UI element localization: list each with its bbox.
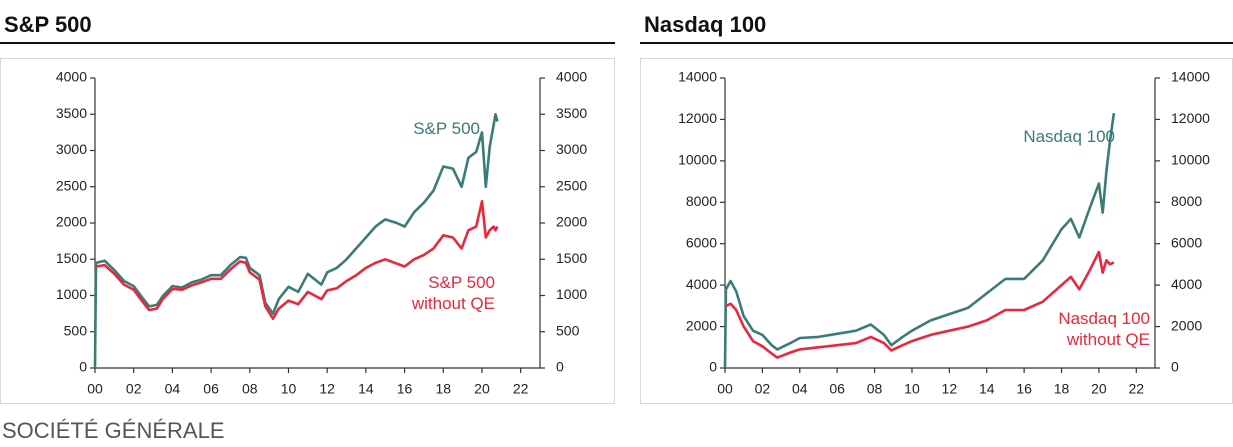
x-tick-label: 00 bbox=[717, 381, 733, 397]
series-line bbox=[93, 113, 499, 369]
y-tick-label: 2000 bbox=[56, 214, 87, 230]
y2-tick-label: 4000 bbox=[556, 69, 587, 85]
series-label: S&P 500 bbox=[413, 119, 480, 138]
x-tick-label: 12 bbox=[319, 381, 335, 397]
y2-tick-label: 10000 bbox=[1171, 152, 1210, 168]
series-label: S&P 500 without QE bbox=[411, 273, 495, 313]
x-tick-label: 06 bbox=[203, 381, 219, 397]
x-tick-label: 06 bbox=[829, 381, 845, 397]
y-tick-label: 8000 bbox=[686, 193, 717, 209]
y-tick-label: 10000 bbox=[678, 152, 717, 168]
series-line bbox=[725, 250, 1115, 359]
y2-tick-label: 0 bbox=[556, 359, 564, 375]
x-tick-label: 02 bbox=[126, 381, 142, 397]
x-tick-label: 16 bbox=[397, 381, 413, 397]
y-tick-label: 3000 bbox=[56, 141, 87, 157]
y-tick-label: 6000 bbox=[686, 234, 717, 250]
chart-panel: S&P 500 0 500 1000 1500 2000 2500 3000 3500 4000 0… bbox=[0, 0, 615, 410]
y2-tick-label: 2000 bbox=[1171, 317, 1202, 333]
x-tick-label: 00 bbox=[87, 381, 103, 397]
y-tick-label: 4000 bbox=[56, 69, 87, 85]
x-tick-label: 08 bbox=[867, 381, 883, 397]
y2-tick-label: 0 bbox=[1171, 359, 1179, 375]
title-rule bbox=[640, 42, 1233, 44]
chart: 0500100015002000250030003500400005001000… bbox=[56, 69, 588, 397]
x-tick-label: 22 bbox=[1129, 381, 1145, 397]
x-tick-label: 20 bbox=[1091, 381, 1107, 397]
x-tick-label: 22 bbox=[513, 381, 529, 397]
y-tick-label: 500 bbox=[64, 322, 88, 338]
x-tick-label: 08 bbox=[242, 381, 258, 397]
y2-tick-label: 1000 bbox=[556, 286, 587, 302]
y-tick-label: 2500 bbox=[56, 177, 87, 193]
x-tick-label: 20 bbox=[474, 381, 490, 397]
title-rule bbox=[0, 42, 615, 44]
y2-tick-label: 6000 bbox=[1171, 234, 1202, 250]
x-tick-label: 10 bbox=[904, 381, 920, 397]
x-tick-label: 12 bbox=[942, 381, 958, 397]
y-tick-label: 1500 bbox=[56, 250, 87, 266]
chart-panel: Nasdaq 100 0 2000 4000 6000 8000 10000 12000 140… bbox=[640, 0, 1233, 410]
x-tick-label: 14 bbox=[358, 381, 374, 397]
y2-tick-label: 1500 bbox=[556, 250, 587, 266]
y-tick-label: 1000 bbox=[56, 286, 87, 302]
y-tick-label: 2000 bbox=[686, 317, 717, 333]
y2-tick-label: 3500 bbox=[556, 105, 587, 121]
series-line bbox=[723, 113, 1116, 369]
chart-title: S&P 500 bbox=[4, 12, 92, 37]
y2-tick-label: 500 bbox=[556, 322, 580, 338]
y2-tick-label: 8000 bbox=[1171, 193, 1202, 209]
y2-tick-label: 14000 bbox=[1171, 69, 1210, 85]
x-tick-label: 04 bbox=[165, 381, 181, 397]
y2-tick-label: 3000 bbox=[556, 141, 587, 157]
series-label: Nasdaq 100 without QE bbox=[1058, 309, 1150, 349]
y2-tick-label: 2500 bbox=[556, 177, 587, 193]
y2-tick-label: 2000 bbox=[556, 214, 587, 230]
y-tick-label: 4000 bbox=[686, 276, 717, 292]
series-line bbox=[95, 200, 499, 320]
y2-tick-label: 4000 bbox=[1171, 276, 1202, 292]
x-tick-label: 16 bbox=[1016, 381, 1032, 397]
x-tick-label: 04 bbox=[792, 381, 808, 397]
y2-tick-label: 12000 bbox=[1171, 110, 1210, 126]
y-tick-label: 0 bbox=[709, 359, 717, 375]
x-tick-label: 10 bbox=[281, 381, 297, 397]
y-tick-label: 12000 bbox=[678, 110, 717, 126]
x-tick-label: 18 bbox=[435, 381, 451, 397]
x-tick-label: 18 bbox=[1054, 381, 1070, 397]
y-tick-label: 14000 bbox=[678, 69, 717, 85]
y-tick-label: 0 bbox=[79, 359, 87, 375]
series-label: Nasdaq 100 bbox=[1023, 127, 1115, 146]
x-tick-label: 02 bbox=[755, 381, 771, 397]
source: SOCIÉTÉ GÉNÉRALE bbox=[2, 418, 225, 443]
x-tick-label: 14 bbox=[979, 381, 995, 397]
y-tick-label: 3500 bbox=[56, 105, 87, 121]
chart: 0200040006000800010000120001400002000400… bbox=[678, 69, 1210, 397]
chart-title: Nasdaq 100 bbox=[644, 12, 767, 37]
chart-frame bbox=[0, 58, 615, 404]
